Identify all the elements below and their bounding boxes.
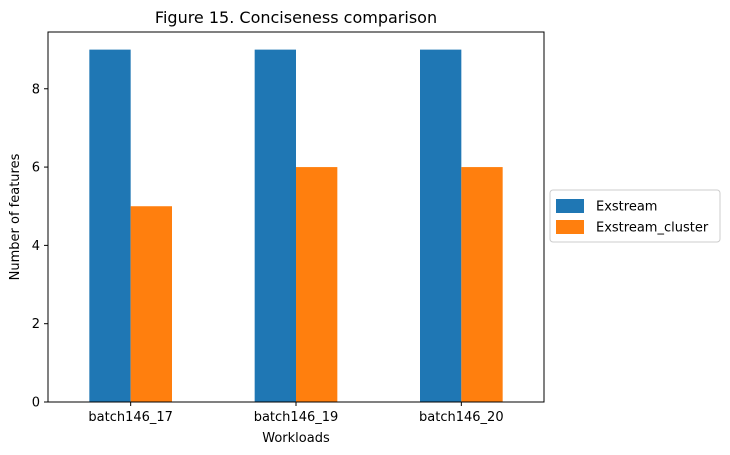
- bar-exstream-cluster-batch146-19: [296, 167, 338, 402]
- bar-exstream-cluster-batch146-17: [130, 206, 172, 402]
- legend-swatch-exstream: [556, 199, 584, 213]
- x-axis: batch146_17 batch146_19 batch146_20: [88, 402, 504, 425]
- bar-exstream-cluster-batch146-20: [461, 167, 503, 402]
- bar-exstream-batch146-17: [89, 49, 131, 402]
- legend: Exstream Exstream_cluster: [549, 189, 721, 243]
- x-tick-label: batch146_17: [88, 410, 173, 425]
- y-axis: 0 2 4 6 8: [32, 82, 48, 411]
- y-tick-label: 4: [32, 239, 40, 254]
- y-tick-label: 0: [32, 396, 40, 411]
- bar-exstream-batch146-20: [420, 49, 462, 402]
- x-axis-label: Workloads: [262, 431, 330, 446]
- y-tick-label: 2: [32, 317, 40, 332]
- plot-frame: [47, 31, 545, 403]
- legend-label-exstream: Exstream: [596, 200, 657, 215]
- legend-swatch-exstream-cluster: [556, 220, 584, 234]
- chart-title: Figure 15. Conciseness comparison: [155, 8, 437, 27]
- y-tick-label: 8: [32, 82, 40, 97]
- x-tick-label: batch146_20: [419, 410, 504, 425]
- y-axis-label: Number of features: [8, 153, 23, 280]
- y-tick-label: 6: [32, 161, 40, 176]
- bar-exstream-batch146-19: [254, 49, 296, 402]
- x-tick-label: batch146_19: [254, 410, 339, 425]
- legend-label-exstream-cluster: Exstream_cluster: [596, 221, 709, 236]
- legend-frame: [549, 189, 721, 243]
- bars-layer: [89, 49, 503, 402]
